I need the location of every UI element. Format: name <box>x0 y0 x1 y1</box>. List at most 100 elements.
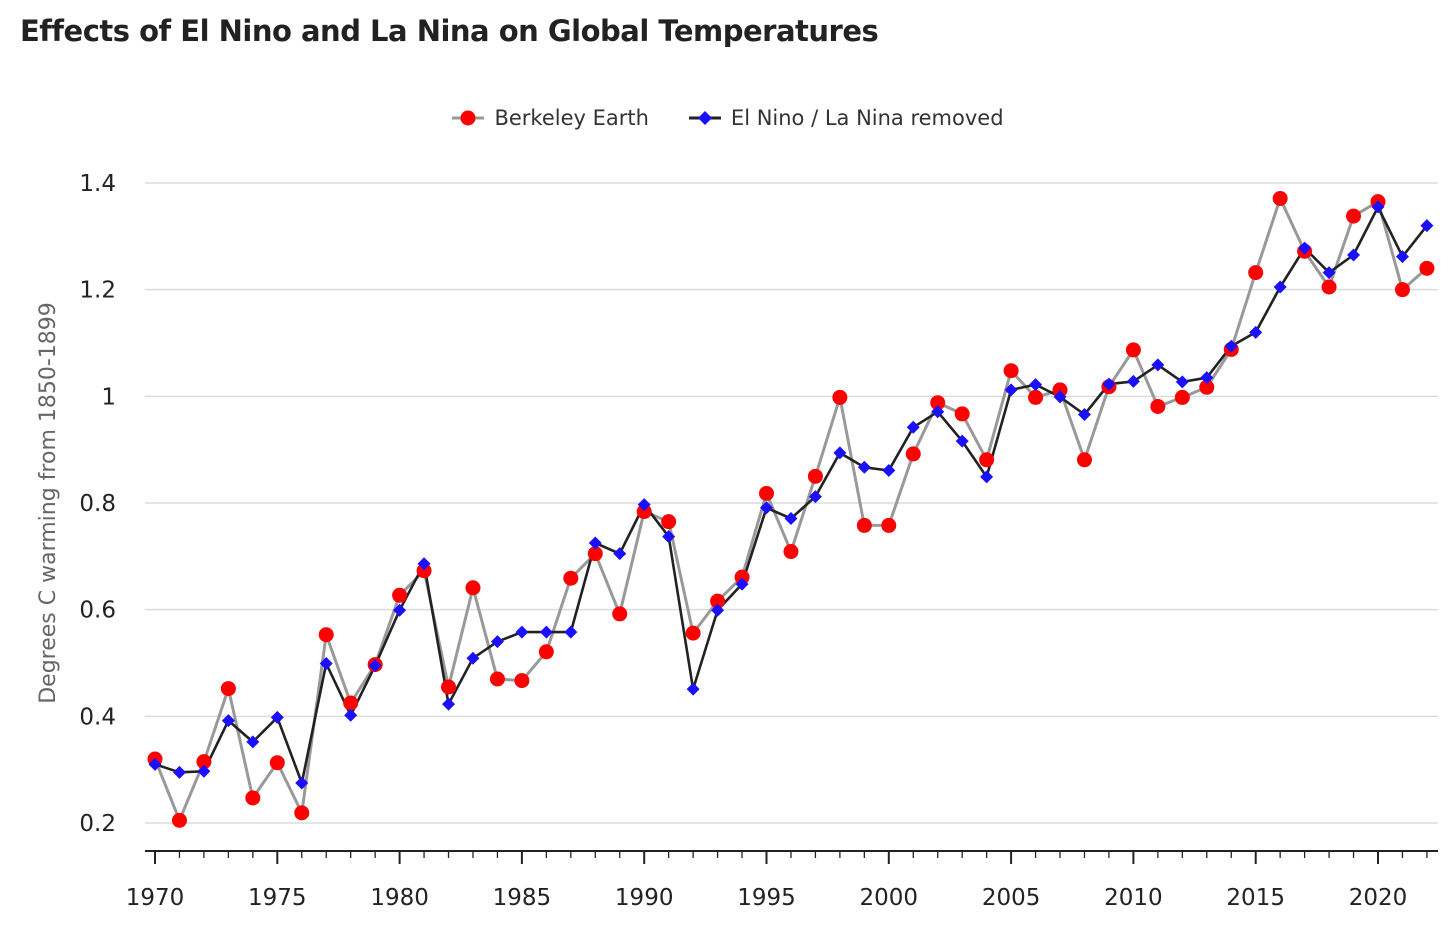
x-tick-label: 2005 <box>982 885 1041 911</box>
gridlines <box>145 182 1438 824</box>
data-point-berkeley-earth <box>465 580 481 596</box>
x-tick-label: 1980 <box>370 885 429 911</box>
data-point-el-nino-removed <box>295 776 309 790</box>
data-point-berkeley-earth <box>636 504 652 520</box>
data-point-berkeley-earth <box>710 593 726 609</box>
data-point-el-nino-removed <box>1151 358 1165 372</box>
data-point-el-nino-removed <box>637 498 651 512</box>
data-point-el-nino-removed <box>833 446 847 460</box>
data-point-el-nino-removed <box>564 625 578 639</box>
x-tick-label: 2010 <box>1104 885 1163 911</box>
data-point-el-nino-removed <box>931 405 945 419</box>
y-tick-label: 0.4 <box>79 704 116 730</box>
data-point-el-nino-removed <box>613 547 627 561</box>
data-point-el-nino-removed <box>442 697 456 711</box>
data-point-berkeley-earth <box>269 755 285 771</box>
data-point-el-nino-removed <box>808 490 822 504</box>
data-point-berkeley-earth <box>1125 342 1141 358</box>
data-point-el-nino-removed <box>760 501 773 515</box>
data-point-el-nino-removed <box>1175 375 1189 389</box>
data-point-berkeley-earth <box>1052 382 1068 398</box>
data-point-berkeley-earth <box>514 673 530 689</box>
data-point-el-nino-removed <box>980 470 994 484</box>
data-point-berkeley-earth <box>294 805 310 821</box>
legend-label-berkeley-earth: Berkeley Earth <box>494 106 649 130</box>
data-point-el-nino-removed <box>1395 250 1409 264</box>
data-point-berkeley-earth <box>1028 389 1044 405</box>
data-point-berkeley-earth <box>196 754 212 770</box>
data-point-berkeley-earth <box>441 679 457 695</box>
data-point-berkeley-earth <box>416 563 432 579</box>
series-line-el-nino-removed <box>154 205 1428 785</box>
data-point-berkeley-earth <box>930 395 946 411</box>
data-point-berkeley-earth <box>881 517 897 533</box>
data-point-berkeley-earth <box>807 468 823 484</box>
data-point-el-nino-removed <box>1200 371 1214 385</box>
y-tick-label: 1 <box>101 384 116 410</box>
data-point-el-nino-removed <box>1053 390 1067 404</box>
data-point-el-nino-removed <box>1273 280 1287 294</box>
data-point-el-nino-removed <box>1298 241 1312 255</box>
data-point-berkeley-earth <box>489 671 505 687</box>
y-tick-label: 1.4 <box>79 171 116 197</box>
y-axis-ticks: 0.2 0.4 0.6 0.8 1 1.2 1.4 <box>79 171 116 837</box>
data-point-el-nino-removed <box>1126 374 1140 388</box>
data-point-el-nino-removed <box>515 625 529 639</box>
data-point-el-nino-removed <box>1322 266 1336 280</box>
data-point-berkeley-earth <box>1346 208 1362 224</box>
legend-item-berkeley-earth: Berkeley Earth <box>452 106 649 130</box>
data-point-berkeley-earth <box>1076 452 1092 468</box>
data-point-el-nino-removed <box>906 420 920 434</box>
legend: Berkeley Earth El Nino / La Nina removed <box>0 100 1456 136</box>
chart-title: Effects of El Nino and La Nina on Global… <box>20 14 879 48</box>
data-point-berkeley-earth <box>220 681 236 697</box>
data-point-berkeley-earth <box>1003 363 1019 379</box>
data-point-el-nino-removed <box>588 536 602 550</box>
data-point-el-nino-removed <box>1004 383 1018 397</box>
data-point-berkeley-earth <box>759 485 774 501</box>
data-point-el-nino-removed <box>1249 325 1263 339</box>
data-point-berkeley-earth <box>587 546 603 562</box>
data-point-el-nino-removed <box>490 635 504 649</box>
data-point-el-nino-removed <box>857 460 871 474</box>
data-point-berkeley-earth <box>1248 265 1264 281</box>
data-point-el-nino-removed <box>955 434 969 448</box>
series-markers <box>147 190 1435 828</box>
y-tick-label: 0.8 <box>79 491 116 517</box>
data-point-el-nino-removed <box>319 657 333 671</box>
x-tick-label: 1995 <box>737 885 796 911</box>
data-point-el-nino-removed <box>1102 377 1116 391</box>
data-point-el-nino-removed <box>172 765 186 779</box>
data-point-berkeley-earth <box>171 812 187 828</box>
x-tick-label: 2000 <box>860 885 919 911</box>
x-tick-label: 2015 <box>1226 885 1285 911</box>
data-point-el-nino-removed <box>417 557 431 571</box>
data-point-el-nino-removed <box>148 757 162 771</box>
data-point-el-nino-removed <box>784 511 798 525</box>
data-point-el-nino-removed <box>1077 407 1091 421</box>
data-point-el-nino-removed <box>1029 378 1043 392</box>
series-lines <box>153 197 1428 822</box>
data-point-el-nino-removed <box>539 625 553 639</box>
y-tick-label: 0.2 <box>79 811 116 837</box>
data-point-el-nino-removed <box>1224 339 1238 353</box>
x-tick-label: 1970 <box>126 885 185 911</box>
data-point-el-nino-removed <box>1420 219 1434 233</box>
data-point-el-nino-removed <box>197 764 211 778</box>
data-point-berkeley-earth <box>661 514 677 530</box>
data-point-el-nino-removed <box>221 714 235 728</box>
data-point-el-nino-removed <box>344 708 358 722</box>
data-point-berkeley-earth <box>1199 379 1215 395</box>
data-point-berkeley-earth <box>734 569 750 585</box>
legend-swatch-berkeley-earth <box>452 110 485 126</box>
y-axis-title: Degrees C warming from 1850-1899 <box>36 302 61 704</box>
data-point-berkeley-earth <box>1150 398 1166 414</box>
data-point-berkeley-earth <box>392 587 408 603</box>
data-point-berkeley-earth <box>905 446 921 462</box>
data-point-el-nino-removed <box>711 603 725 617</box>
data-point-berkeley-earth <box>612 606 628 622</box>
data-point-berkeley-earth <box>245 790 261 806</box>
data-point-berkeley-earth <box>1272 190 1288 206</box>
data-point-el-nino-removed <box>735 577 749 591</box>
